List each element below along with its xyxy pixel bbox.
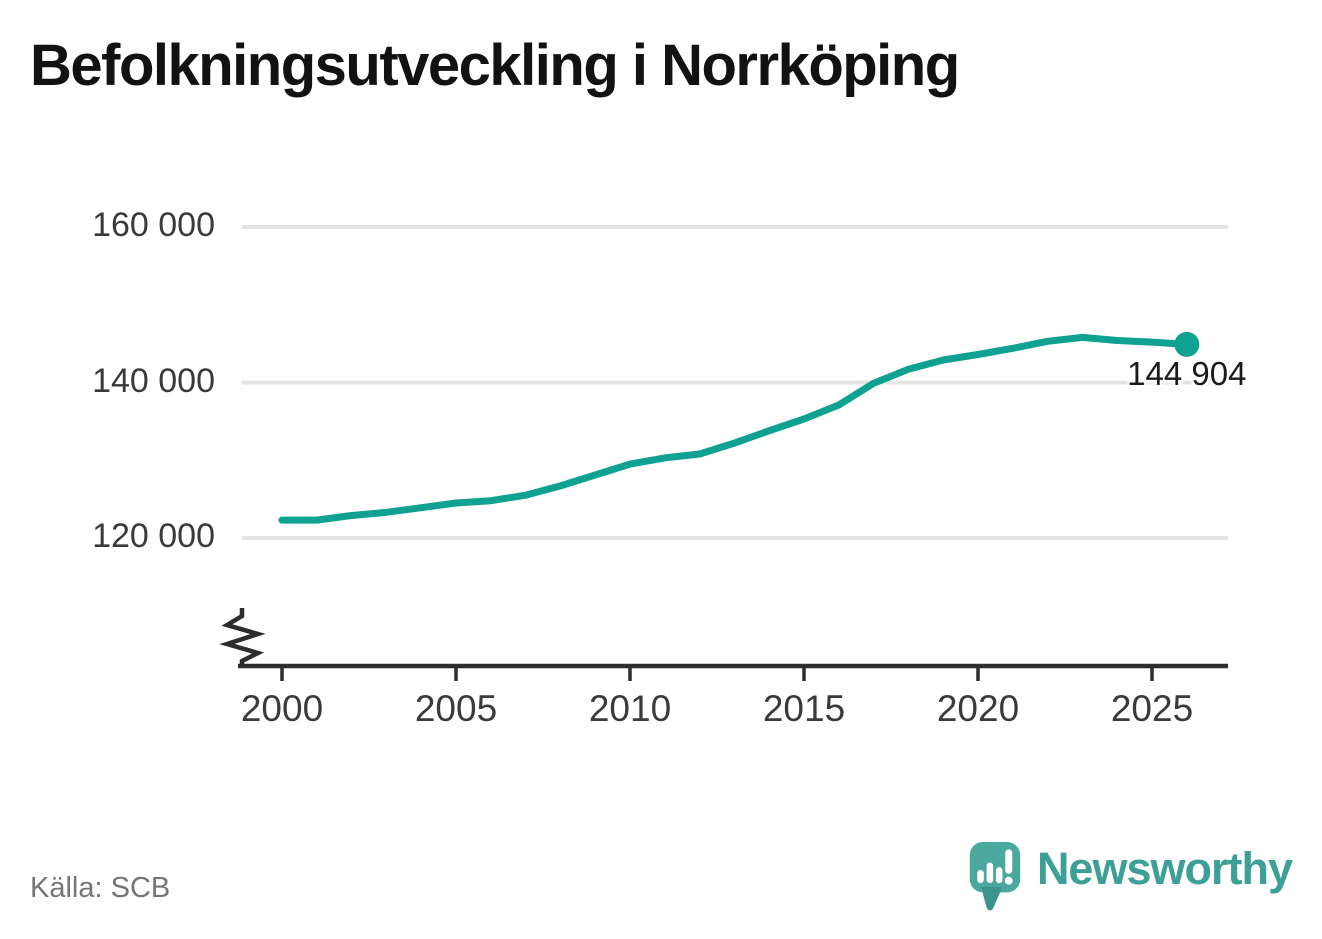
newsworthy-wordmark: Newsworthy [1036, 843, 1293, 894]
newsworthy-logo: Newsworthy [967, 840, 1293, 913]
y-tick-label: 140 000 [92, 361, 215, 400]
y-tick-label: 160 000 [92, 206, 215, 244]
source-text: Källa: SCB [30, 872, 171, 904]
x-tick-label: 2025 [1110, 688, 1194, 729]
x-tick-label: 2000 [240, 688, 324, 729]
x-tick-label: 2020 [936, 688, 1020, 729]
x-tick-label: 2010 [588, 688, 672, 729]
latest-value-label: 144 904 [1127, 355, 1247, 393]
y-tick-label: 120 000 [92, 517, 215, 555]
x-tick-label: 2015 [762, 688, 846, 729]
x-tick-label: 2005 [414, 688, 498, 729]
newsworthy-logo-icon [969, 841, 1021, 911]
chart-title: Befolkningsutveckling i Norrköping [30, 33, 960, 98]
